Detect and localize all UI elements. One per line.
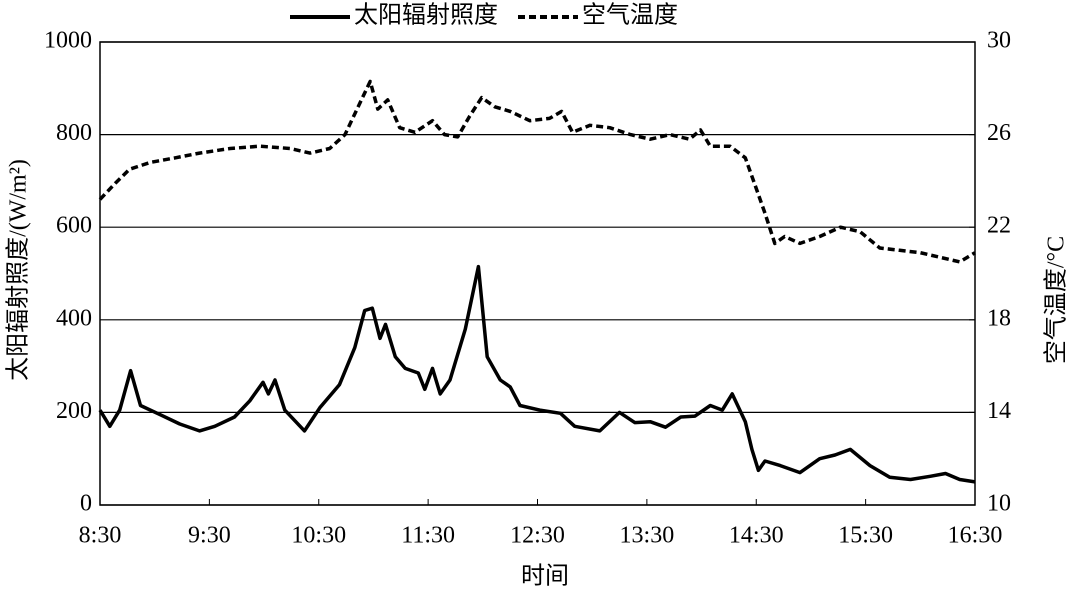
y-axis-label: 太阳辐射照度/(W/m²) bbox=[5, 159, 32, 381]
series-line bbox=[98, 79, 976, 264]
x-tick-label: 12:30 bbox=[510, 523, 565, 549]
legend-label: 空气温度 bbox=[582, 2, 678, 29]
y2-tick-label: 18 bbox=[987, 305, 1011, 331]
y2-tick-label: 30 bbox=[987, 28, 1011, 54]
x-tick-label: 8:30 bbox=[79, 523, 122, 549]
y-tick-label: 800 bbox=[56, 120, 92, 146]
y-tick-label: 600 bbox=[56, 213, 92, 239]
x-tick-label: 13:30 bbox=[620, 523, 675, 549]
y2-tick-label: 10 bbox=[987, 491, 1011, 517]
plot-frame bbox=[99, 41, 976, 506]
x-tick-label: 16:30 bbox=[948, 523, 1003, 549]
x-tick-label: 11:30 bbox=[401, 523, 455, 549]
y-tick-label: 200 bbox=[56, 398, 92, 424]
y-tick-label: 0 bbox=[80, 491, 92, 517]
series-line bbox=[98, 264, 976, 484]
y2-axis-label: 空气温度/°C bbox=[1043, 236, 1070, 364]
x-tick-label: 10:30 bbox=[291, 523, 346, 549]
y2-tick-label: 26 bbox=[987, 120, 1011, 146]
y-tick-label: 400 bbox=[56, 305, 92, 331]
y-tick-label: 1000 bbox=[44, 28, 92, 54]
legend-label: 太阳辐射照度 bbox=[354, 2, 498, 29]
y2-tick-label: 22 bbox=[987, 213, 1011, 239]
x-axis-label: 时间 bbox=[521, 563, 569, 590]
x-tick-label: 14:30 bbox=[729, 523, 784, 549]
y2-tick-label: 14 bbox=[987, 398, 1011, 424]
x-tick-label: 15:30 bbox=[838, 523, 893, 549]
x-tick-label: 9:30 bbox=[188, 523, 231, 549]
